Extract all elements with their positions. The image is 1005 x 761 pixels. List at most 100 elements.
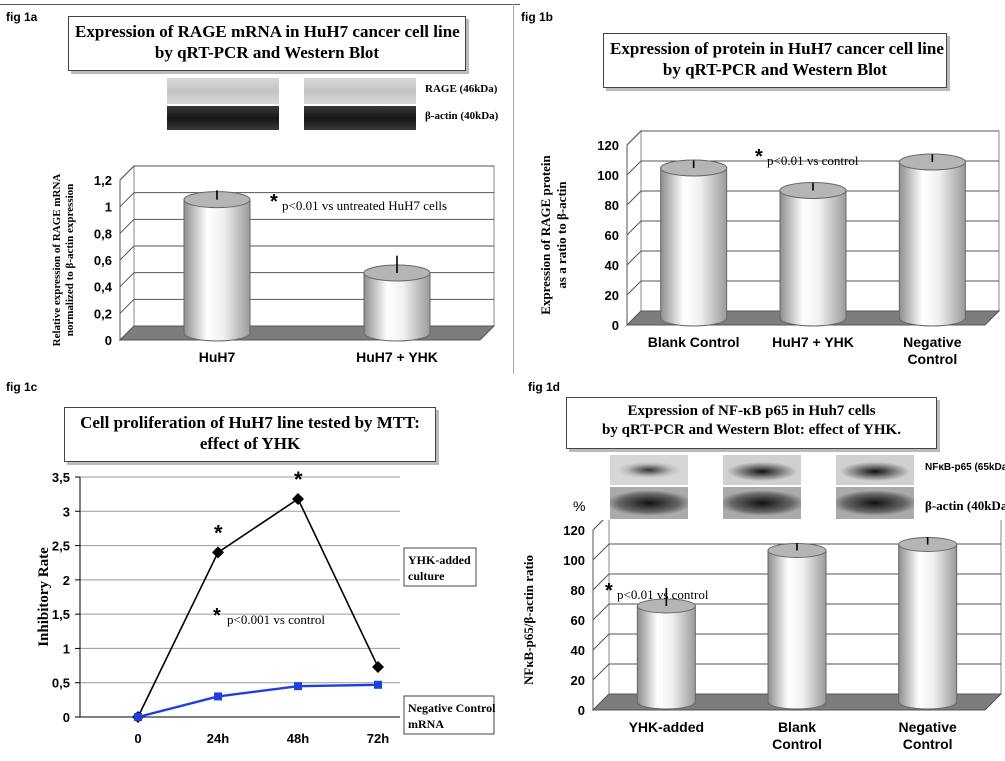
y-tick-label: 0: [578, 703, 585, 718]
fig-1a-rage-blot-lane-2: [304, 78, 416, 104]
legend-yhk-box: [403, 547, 477, 587]
fig-1d-nfkb-blot-lane-2: [723, 455, 801, 485]
significance-star: *: [755, 146, 763, 168]
x-category-label: Control: [903, 736, 953, 752]
fig-1a-chart: 0 0,2 0,4 0,6 0,8 1 1,2 HuH7 HuH7 + YHK Relative …: [51, 164, 496, 365]
fig-1b-title-line-2: by qRT-PCR and Western Blot: [662, 60, 888, 79]
y-axis-label: Relative expression of RAGE mRNA: [51, 174, 63, 347]
legend-negative-control-text: Negative Control: [408, 701, 496, 715]
series-2-point: [214, 692, 222, 701]
y-tick-label: 100: [563, 553, 585, 568]
fig-1d-nfkb-blot-label: NFκB-p65 (65kDa): [925, 462, 1005, 473]
fig-1c-label: fig 1c: [6, 380, 38, 394]
x-category-label: Control: [907, 351, 957, 367]
y-tick-label: 1,5: [52, 607, 70, 622]
y-tick-label: 0,6: [94, 253, 112, 268]
plot-side-wall: [592, 520, 610, 712]
fig-1a-label: fig 1a: [6, 10, 38, 24]
fig-1a-rage-blot-lane-1: [167, 78, 279, 104]
peak-star: *: [214, 520, 223, 545]
y-tick-label: 40: [605, 258, 619, 273]
y-tick-label: 0,5: [52, 676, 70, 691]
y-axis-label: Expression of RAGE protein: [538, 154, 553, 314]
series-2-point: [294, 682, 302, 691]
gridline: [119, 165, 494, 181]
y-tick-label: 20: [571, 673, 585, 688]
gridline: [592, 573, 1001, 591]
y-tick-label: 80: [571, 583, 585, 598]
y-tick-label: 0: [63, 710, 70, 725]
gridline: [119, 245, 494, 261]
bar-2: [767, 550, 827, 710]
fig-1b-title: Expression of protein in HuH7 cancer cel…: [603, 33, 947, 88]
peak-star: *: [294, 470, 303, 492]
gridline: [592, 663, 1001, 681]
bar-1: [183, 199, 251, 342]
panel-divider-vertical: [513, 4, 514, 374]
y-tick-label: 0,8: [94, 226, 112, 241]
gridline: [626, 250, 999, 266]
y-tick-label: 80: [605, 198, 619, 213]
fig-1b-label: fig 1b: [521, 10, 553, 24]
significance-note: p<0.01 vs control: [617, 587, 709, 602]
y-tick-label: 3: [63, 504, 70, 519]
significance-star: *: [605, 580, 613, 602]
bar-1: [636, 605, 696, 710]
y-axis-label: as a ratio to β-actin: [554, 181, 569, 289]
x-category-label: Control: [772, 736, 822, 752]
fig-1d-actin-blot-label: β-actin (40kDa): [925, 498, 1005, 513]
fig-1a-title-line-1: Expression of RAGE mRNA in HuH7 cancer c…: [75, 22, 460, 41]
gridline: [626, 220, 999, 236]
fig-1d-actin-blot-lane-1: [610, 487, 688, 519]
bar-2: [363, 272, 431, 342]
x-tick-label: 48h: [287, 731, 309, 746]
series-2-point: [134, 713, 142, 721]
fig-1d-nfkb-blot-lane-3: [836, 455, 914, 485]
significance-star: *: [270, 191, 278, 213]
x-tick-label: 24h: [207, 731, 229, 746]
y-tick-label: 120: [597, 138, 619, 153]
fig-1a-rage-blot-label: RAGE (46kDa): [425, 83, 498, 95]
legend-negative-control-text: mRNA: [408, 717, 444, 731]
y-tick-label: 1,2: [94, 173, 112, 188]
x-category-label: HuH7 + YHK: [772, 334, 854, 350]
y-tick-label: 60: [605, 228, 619, 243]
y-axis-label: normalized to β-actin expression: [64, 184, 76, 337]
fig-1a-actin-blot-lane-1: [167, 106, 279, 130]
fig-1c-title-line-2: effect of YHK: [199, 434, 301, 453]
x-category-label: YHK-added: [629, 719, 704, 735]
gridline: [592, 543, 1001, 561]
fig-1d-nfkb-blot-lane-1: [610, 455, 688, 485]
x-category-label: HuH7: [199, 349, 236, 365]
fig-1b-chart: 0 20 40 60 80 100 120 Blank Control HuH7 + YHK Ne…: [538, 129, 1001, 367]
y-tick-label: 2,5: [52, 539, 70, 554]
gridline: [592, 633, 1001, 651]
series-2-point: [374, 680, 382, 689]
bar-1: [660, 167, 728, 327]
fig-1d-title: Expression of NF-κB p65 in Huh7 cells by…: [566, 397, 937, 449]
y-tick-label: 0,4: [94, 280, 113, 295]
x-tick-label: 72h: [367, 731, 389, 746]
x-tick-label: 0: [134, 731, 141, 746]
x-category-label: Blank: [778, 719, 816, 735]
y-tick-label: 100: [597, 168, 619, 183]
series-1-point: [212, 546, 224, 559]
y-tick-label: 20: [605, 288, 619, 303]
x-category-label: Blank Control: [648, 334, 740, 350]
x-category-label: Negative: [898, 719, 957, 735]
significance-note: p<0.001 vs control: [227, 612, 325, 627]
fig-1c-chart: 0 0,5 1 1,5 2 2,5 3 3,5 0 24h 48h 72h Inhibitory Rat…: [36, 470, 496, 746]
series-line-2: [137, 683, 379, 719]
y-axis-label: NFκB-p65/β-actin ratio: [521, 555, 536, 685]
gridline: [626, 160, 999, 176]
legend-yhk-text: culture: [408, 569, 445, 583]
legend-negative-control-box: [403, 695, 495, 735]
gridline: [626, 280, 999, 296]
fig-1a-title-line-2: by qRT-PCR and Western Blot: [154, 43, 380, 62]
fig-1d-percent-label: %: [573, 498, 586, 514]
significance-star: *: [213, 605, 221, 627]
fig-1a-actin-blot-label: β-actin (40kDa): [425, 110, 499, 122]
y-tick-label: 0,2: [94, 306, 112, 321]
gridline: [119, 192, 494, 208]
x-category-label: HuH7 + YHK: [356, 349, 438, 365]
